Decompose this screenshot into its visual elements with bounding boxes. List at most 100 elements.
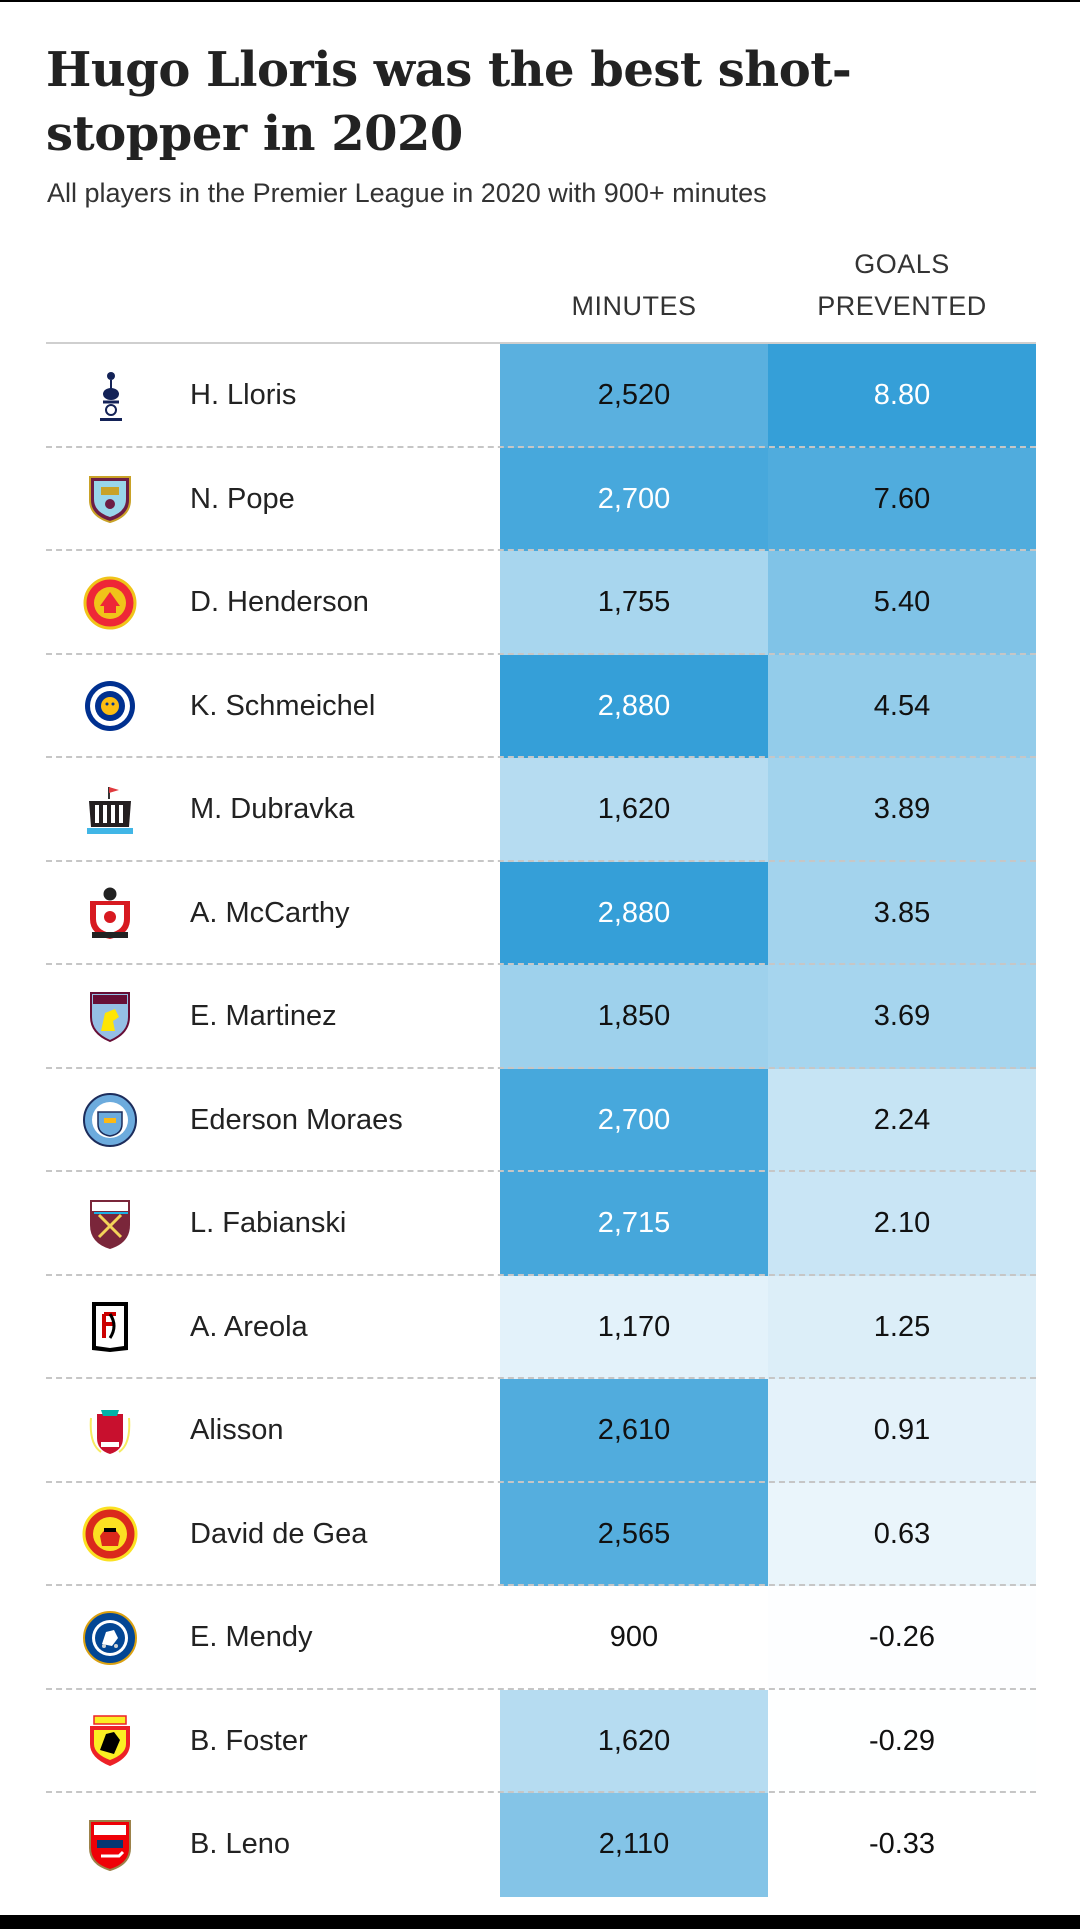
logo-cell [46, 1172, 174, 1276]
bottom-border [0, 1915, 1080, 1929]
minutes-cell: 2,880 [500, 861, 768, 965]
row-separator [46, 756, 1036, 758]
player-name: A. McCarthy [190, 896, 350, 929]
logo-cell [46, 344, 174, 448]
player-name: D. Henderson [190, 586, 369, 619]
player-name: E. Mendy [190, 1621, 313, 1654]
sheffield-united-logo-icon [81, 574, 139, 632]
newcastle-logo-icon [81, 781, 139, 839]
table-row: A. Areola 1,170 1.25 [46, 1275, 1036, 1380]
minutes-cell: 1,755 [500, 551, 768, 655]
burnley-logo-icon [81, 470, 139, 528]
player-name: K. Schmeichel [190, 689, 376, 722]
row-separator [46, 1170, 1036, 1172]
goals-prevented-cell: -0.33 [768, 1793, 1036, 1897]
goals-prevented-cell: 3.85 [768, 861, 1036, 965]
table-row: A. McCarthy 2,880 3.85 [46, 861, 1036, 966]
player-name: L. Fabianski [190, 1207, 347, 1240]
player-name: Alisson [190, 1414, 284, 1447]
row-separator [46, 1273, 1036, 1276]
arsenal-logo-icon [81, 1816, 139, 1874]
logo-cell [46, 758, 174, 862]
player-name: H. Lloris [190, 379, 297, 412]
minutes-cell: 1,620 [500, 758, 768, 862]
table-row: Alisson 2,610 0.91 [46, 1379, 1036, 1483]
minutes-cell: 2,715 [500, 1172, 768, 1276]
player-name: N. Pope [190, 482, 295, 515]
table-row: Ederson Moraes 2,700 2.24 [46, 1068, 1036, 1173]
goals-prevented-cell: -0.29 [768, 1689, 1036, 1793]
row-separator [46, 1480, 1036, 1483]
goals-prevented-cell: 4.54 [768, 654, 1036, 758]
minutes-cell: 2,610 [500, 1379, 768, 1483]
player-name: M. Dubravka [190, 793, 355, 826]
row-separator [46, 1584, 1036, 1586]
goals-prevented-cell: 5.40 [768, 551, 1036, 655]
goals-prevented-cell: 2.10 [768, 1172, 1036, 1276]
goals-prevented-cell: 8.80 [768, 344, 1036, 448]
minutes-cell: 2,110 [500, 1793, 768, 1897]
minutes-cell: 2,565 [500, 1482, 768, 1586]
liverpool-logo-icon [81, 1402, 139, 1460]
table-row: M. Dubravka 1,620 3.89 [46, 758, 1036, 862]
southampton-logo-icon [81, 884, 139, 942]
row-separator [46, 1687, 1036, 1690]
logo-cell [46, 551, 174, 655]
chart-subtitle: All players in the Premier League in 202… [47, 178, 767, 208]
player-name: A. Areola [190, 1310, 308, 1343]
goals-prevented-cell: -0.26 [768, 1586, 1036, 1690]
goals-prevented-cell: 2.24 [768, 1068, 1036, 1172]
header-rule [46, 342, 1036, 344]
table-row: David de Gea 2,565 0.63 [46, 1482, 1036, 1587]
column-header-minutes: MINUTES [571, 291, 697, 321]
table-row: E. Martinez 1,850 3.69 [46, 965, 1036, 1069]
table-row: B. Foster 1,620 -0.29 [46, 1689, 1036, 1794]
logo-cell [46, 1069, 174, 1173]
row-separator [46, 963, 1036, 965]
logo-cell [46, 655, 174, 759]
man-city-logo-icon [81, 1091, 139, 1149]
player-name: Ederson Moraes [190, 1103, 403, 1136]
logo-cell [46, 1483, 174, 1587]
minutes-cell: 2,520 [500, 344, 768, 448]
logo-cell [46, 448, 174, 552]
table-row: L. Fabianski 2,715 2.10 [46, 1172, 1036, 1276]
goals-prevented-cell: 3.89 [768, 758, 1036, 862]
table-row: E. Mendy 900 -0.26 [46, 1586, 1036, 1690]
minutes-cell: 2,700 [500, 1068, 768, 1172]
minutes-cell: 1,170 [500, 1275, 768, 1379]
minutes-cell: 1,850 [500, 965, 768, 1069]
goals-prevented-cell: 3.69 [768, 965, 1036, 1069]
logo-cell [46, 965, 174, 1069]
row-separator [46, 1066, 1036, 1069]
logo-cell [46, 1793, 174, 1897]
logo-cell [46, 1690, 174, 1794]
row-separator [46, 1377, 1036, 1379]
logo-cell [46, 1276, 174, 1380]
table-row: B. Leno 2,110 -0.33 [46, 1793, 1036, 1897]
west-ham-logo-icon [81, 1195, 139, 1253]
row-separator [46, 549, 1036, 551]
column-header-goals-prevented: GOALS PREVENTED [817, 249, 987, 321]
top-border [0, 0, 1080, 2]
minutes-cell: 900 [500, 1586, 768, 1690]
player-name: B. Leno [190, 1828, 290, 1861]
watford-logo-icon [81, 1712, 139, 1770]
table-row: H. Lloris 2,520 8.80 [46, 344, 1036, 448]
row-separator [46, 652, 1036, 655]
minutes-cell: 2,700 [500, 447, 768, 551]
tottenham-logo-icon [81, 367, 139, 425]
table-row: K. Schmeichel 2,880 4.54 [46, 654, 1036, 759]
leicester-logo-icon [81, 677, 139, 735]
goals-prevented-cell: 7.60 [768, 447, 1036, 551]
logo-cell [46, 1379, 174, 1483]
table-body: H. Lloris 2,520 8.80 N. Pope 2,700 7.60 D. Hen… [46, 344, 1036, 1897]
goals-prevented-cell: 0.63 [768, 1482, 1036, 1586]
chart-title: Hugo Lloris was the best shot-stopper in… [46, 42, 852, 162]
row-separator [46, 445, 1036, 448]
player-name: E. Martinez [190, 1000, 337, 1033]
player-name: David de Gea [190, 1517, 368, 1550]
logo-cell [46, 862, 174, 966]
table-row: N. Pope 2,700 7.60 [46, 447, 1036, 552]
aston-villa-logo-icon [81, 988, 139, 1046]
